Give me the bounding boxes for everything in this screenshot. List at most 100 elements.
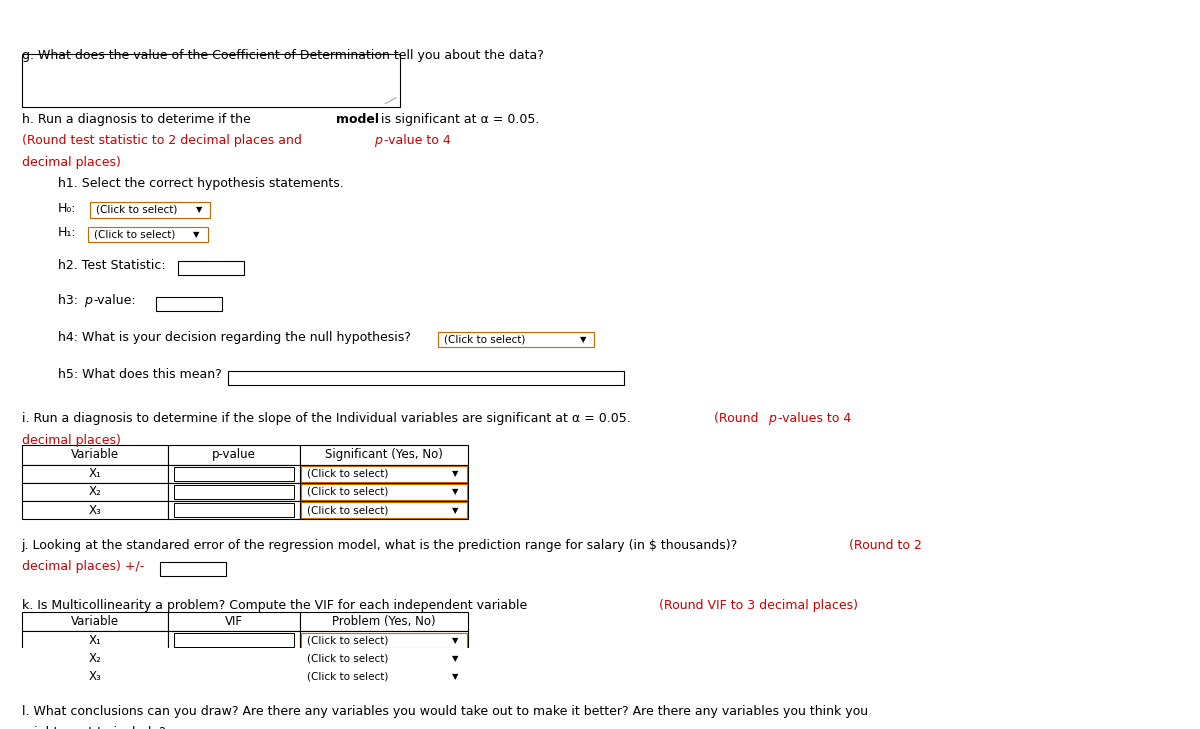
Text: decimal places): decimal places): [22, 434, 120, 447]
FancyBboxPatch shape: [168, 483, 300, 501]
FancyBboxPatch shape: [178, 261, 244, 276]
FancyBboxPatch shape: [168, 631, 300, 650]
FancyBboxPatch shape: [174, 485, 294, 499]
Text: (Round test statistic to 2 decimal places and: (Round test statistic to 2 decimal place…: [22, 134, 306, 147]
FancyBboxPatch shape: [174, 669, 294, 684]
Text: might want to include?: might want to include?: [22, 727, 166, 729]
Text: X₃: X₃: [89, 670, 101, 683]
Text: decimal places) +/-: decimal places) +/-: [22, 560, 144, 573]
Text: ▼: ▼: [452, 469, 458, 478]
Text: h2. Test Statistic:: h2. Test Statistic:: [58, 259, 166, 272]
Text: -value:: -value:: [94, 295, 137, 307]
FancyBboxPatch shape: [22, 631, 168, 650]
Text: (Click to select): (Click to select): [307, 469, 389, 479]
Text: (Click to select): (Click to select): [96, 205, 178, 215]
FancyBboxPatch shape: [301, 633, 467, 648]
FancyBboxPatch shape: [90, 202, 210, 218]
Text: (Round VIF to 3 decimal places): (Round VIF to 3 decimal places): [619, 599, 858, 612]
Text: decimal places): decimal places): [22, 155, 120, 168]
FancyBboxPatch shape: [168, 612, 300, 631]
FancyBboxPatch shape: [300, 483, 468, 501]
Text: ▼: ▼: [193, 230, 199, 239]
Text: -values to 4: -values to 4: [778, 412, 851, 425]
FancyBboxPatch shape: [301, 668, 467, 685]
Text: p: p: [84, 295, 92, 307]
FancyBboxPatch shape: [300, 668, 468, 686]
Text: ▼: ▼: [196, 206, 202, 214]
Text: (Round to 2: (Round to 2: [821, 539, 922, 552]
FancyBboxPatch shape: [174, 467, 294, 481]
FancyBboxPatch shape: [88, 227, 208, 242]
FancyBboxPatch shape: [301, 502, 467, 518]
FancyBboxPatch shape: [168, 650, 300, 668]
FancyBboxPatch shape: [22, 483, 168, 501]
FancyBboxPatch shape: [300, 650, 468, 668]
FancyBboxPatch shape: [300, 612, 468, 631]
Text: X₃: X₃: [89, 504, 101, 517]
Text: Variable: Variable: [71, 448, 119, 461]
FancyBboxPatch shape: [22, 612, 168, 631]
Text: j. Looking at the standared error of the regression model, what is the predictio: j. Looking at the standared error of the…: [22, 539, 738, 552]
Text: -value to 4: -value to 4: [384, 134, 451, 147]
Text: i. Run a diagnosis to determine if the slope of the Individual variables are sig: i. Run a diagnosis to determine if the s…: [22, 412, 630, 425]
FancyBboxPatch shape: [174, 651, 294, 666]
Text: (Click to select): (Click to select): [307, 671, 389, 682]
FancyBboxPatch shape: [228, 371, 624, 385]
Text: ▼: ▼: [452, 488, 458, 496]
FancyBboxPatch shape: [301, 651, 467, 666]
FancyBboxPatch shape: [160, 562, 226, 576]
Text: X₁: X₁: [89, 634, 101, 647]
Text: model: model: [336, 113, 379, 126]
FancyBboxPatch shape: [300, 631, 468, 650]
Text: l. What conclusions can you draw? Are there any variables you would take out to : l. What conclusions can you draw? Are th…: [22, 705, 868, 718]
Text: Problem (Yes, No): Problem (Yes, No): [332, 615, 436, 628]
FancyBboxPatch shape: [174, 503, 294, 517]
Text: (Click to select): (Click to select): [94, 230, 175, 240]
Text: ▼: ▼: [452, 636, 458, 645]
Text: h3:: h3:: [58, 295, 82, 307]
Text: ▼: ▼: [452, 505, 458, 515]
FancyBboxPatch shape: [22, 54, 400, 107]
Text: X₂: X₂: [89, 652, 101, 665]
FancyBboxPatch shape: [156, 297, 222, 311]
Text: H₀:: H₀:: [58, 201, 76, 214]
FancyBboxPatch shape: [301, 466, 467, 482]
FancyBboxPatch shape: [22, 668, 168, 686]
FancyBboxPatch shape: [438, 332, 594, 348]
Text: X₁: X₁: [89, 467, 101, 480]
Text: h. Run a diagnosis to deterime if the: h. Run a diagnosis to deterime if the: [22, 113, 254, 126]
Text: X₂: X₂: [89, 486, 101, 499]
FancyBboxPatch shape: [301, 484, 467, 499]
Text: h5: What does this mean?: h5: What does this mean?: [58, 368, 221, 381]
Text: p: p: [374, 134, 383, 147]
FancyBboxPatch shape: [22, 445, 168, 464]
FancyBboxPatch shape: [168, 445, 300, 464]
FancyBboxPatch shape: [300, 464, 468, 483]
Text: g. What does the value of the Coefficient of Determination tell you about the da: g. What does the value of the Coefficien…: [22, 49, 544, 62]
Text: h4: What is your decision regarding the null hypothesis?: h4: What is your decision regarding the …: [58, 330, 410, 343]
FancyBboxPatch shape: [300, 501, 468, 519]
Text: Variable: Variable: [71, 615, 119, 628]
FancyBboxPatch shape: [22, 650, 168, 668]
Text: ▼: ▼: [452, 654, 458, 663]
FancyBboxPatch shape: [168, 501, 300, 519]
FancyBboxPatch shape: [174, 634, 294, 647]
Text: k. Is Multicollinearity a problem? Compute the VIF for each independent variable: k. Is Multicollinearity a problem? Compu…: [22, 599, 527, 612]
Text: p: p: [768, 412, 776, 425]
FancyBboxPatch shape: [168, 464, 300, 483]
Text: p-value: p-value: [212, 448, 256, 461]
Text: (Round: (Round: [698, 412, 763, 425]
Text: (Click to select): (Click to select): [307, 505, 389, 515]
Text: (Click to select): (Click to select): [307, 653, 389, 663]
FancyBboxPatch shape: [22, 464, 168, 483]
FancyBboxPatch shape: [300, 445, 468, 464]
Text: ▼: ▼: [580, 335, 586, 344]
Text: is significant at α = 0.05.: is significant at α = 0.05.: [377, 113, 544, 126]
Text: (Click to select): (Click to select): [307, 635, 389, 645]
Text: h1. Select the correct hypothesis statements.: h1. Select the correct hypothesis statem…: [58, 177, 343, 190]
FancyBboxPatch shape: [168, 668, 300, 686]
Text: ▼: ▼: [452, 672, 458, 681]
Text: (Click to select): (Click to select): [307, 487, 389, 497]
FancyBboxPatch shape: [22, 501, 168, 519]
Text: VIF: VIF: [226, 615, 242, 628]
